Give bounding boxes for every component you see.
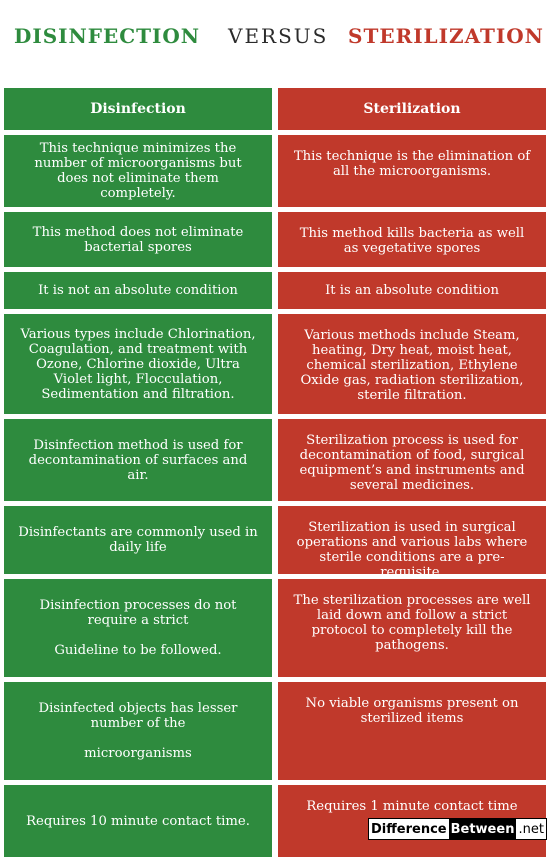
cell-text: Various types include Chlorination, Coag… [20,326,256,402]
cell-disinfection: This method does not eliminate bacterial… [4,212,272,267]
title-bar: DISINFECTION VERSUS STERILIZATION [0,24,550,58]
cell-text: This technique minimizes the number of m… [34,141,242,201]
cell-sterilization: No viable organisms present on sterilize… [278,682,546,780]
title-versus: VERSUS [228,24,329,48]
cell-text: No viable organisms present on sterilize… [305,696,519,726]
cell-text: Requires 1 minute contact time [306,799,518,814]
cell-text: Disinfection method is used for decontam… [28,437,248,483]
column-header-sterilization: Sterilization [278,88,546,130]
cell-disinfection: Requires 10 minute contact time. [4,785,272,857]
cell-text: Disinfectants are commonly used in daily… [18,525,258,555]
comparison-table: Disinfection Sterilization This techniqu… [4,88,546,857]
logo-part-difference: Difference [369,819,449,839]
title-disinfection: DISINFECTION [14,24,201,48]
title-sterilization: STERILIZATION [348,24,544,48]
cell-text: Various methods include Steam, heating, … [300,328,524,403]
cell-text: Disinfected objects has lesser number of… [38,701,238,731]
cell-sterilization: Sterilization is used in surgical operat… [278,506,546,580]
cell-text: Guideline to be followed. [54,643,222,658]
cell-disinfection: Disinfected objects has lesser number of… [4,682,272,780]
cell-disinfection: Disinfection processes do not require a … [4,579,272,677]
cell-text: This method kills bacteria as well as ve… [299,226,525,256]
cell-text: The sterilization processes are well lai… [293,593,531,653]
cell-sterilization: It is an absolute condition [278,272,546,309]
cell-sterilization: Various methods include Steam, heating, … [278,314,546,414]
cell-disinfection: Various types include Chlorination, Coag… [4,314,272,414]
column-header-disinfection: Disinfection [4,88,272,130]
cell-sterilization: The sterilization processes are well lai… [278,579,546,677]
cell-sterilization: Sterilization process is used for decont… [278,419,546,501]
cell-text: Sterilization is used in surgical operat… [296,520,528,580]
cell-text: This technique is the elimination of all… [293,149,531,179]
logo-part-between: Between [448,819,517,839]
cell-text: microorganisms [84,746,192,761]
cell-disinfection: Disinfectants are commonly used in daily… [4,506,272,574]
cell-text: Sterilization process is used for decont… [299,433,525,493]
cell-disinfection: This technique minimizes the number of m… [4,135,272,207]
cell-disinfection: It is not an absolute condition [4,272,272,309]
site-logo: Difference Between .net [368,818,547,840]
cell-text: It is not an absolute condition [38,283,238,298]
cell-sterilization: This technique is the elimination of all… [278,135,546,207]
cell-text: Requires 10 minute contact time. [26,813,250,829]
cell-text: This method does not eliminate bacterial… [32,224,244,255]
cell-text: It is an absolute condition [325,283,499,298]
cell-text: Disinfection processes do not require a … [39,598,237,628]
logo-part-net: .net [516,819,546,839]
cell-sterilization: This method kills bacteria as well as ve… [278,212,546,267]
cell-disinfection: Disinfection method is used for decontam… [4,419,272,501]
